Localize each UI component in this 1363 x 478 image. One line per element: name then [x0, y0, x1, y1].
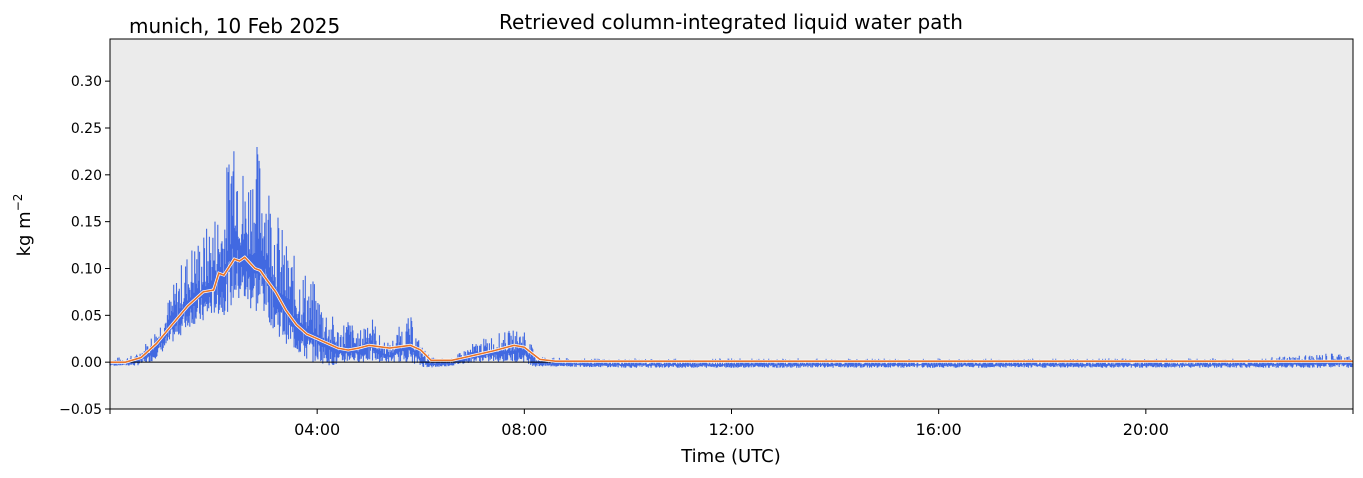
- chart-subtitle: munich, 10 Feb 2025: [129, 14, 340, 38]
- y-tick-label: 0.05: [71, 308, 102, 324]
- y-tick-label: 0.25: [71, 121, 102, 137]
- chart-title: Retrieved column-integrated liquid water…: [499, 10, 963, 34]
- x-axis-ticks: 04:00 08:00 12:00 16:00 20:00: [109, 409, 1354, 439]
- x-tick-label: 08:00: [501, 420, 547, 439]
- y-tick-label: 0.15: [71, 215, 102, 231]
- x-axis-label: Time (UTC): [680, 446, 781, 467]
- x-tick-label: 16:00: [916, 420, 962, 439]
- y-axis-ticks: 0.30 0.25 0.20 0.15 0.10 0.05 0.00 −0.05: [59, 74, 110, 418]
- x-tick-label: 20:00: [1123, 420, 1169, 439]
- y-tick-label: 0.10: [71, 261, 102, 277]
- y-axis-label: kg m−2: [11, 194, 35, 257]
- y-tick-label: −0.05: [59, 402, 102, 418]
- y-tick-label: 0.00: [71, 355, 102, 371]
- y-axis-label-superscript: −2: [11, 194, 25, 212]
- x-tick-label: 12:00: [708, 420, 754, 439]
- x-tick-label: 04:00: [294, 420, 340, 439]
- y-tick-label: 0.30: [71, 74, 102, 90]
- plot-background: [110, 39, 1353, 409]
- running-mean-line: [110, 256, 1353, 363]
- y-tick-label: 0.20: [71, 168, 102, 184]
- y-axis-label-base: kg m: [14, 211, 35, 256]
